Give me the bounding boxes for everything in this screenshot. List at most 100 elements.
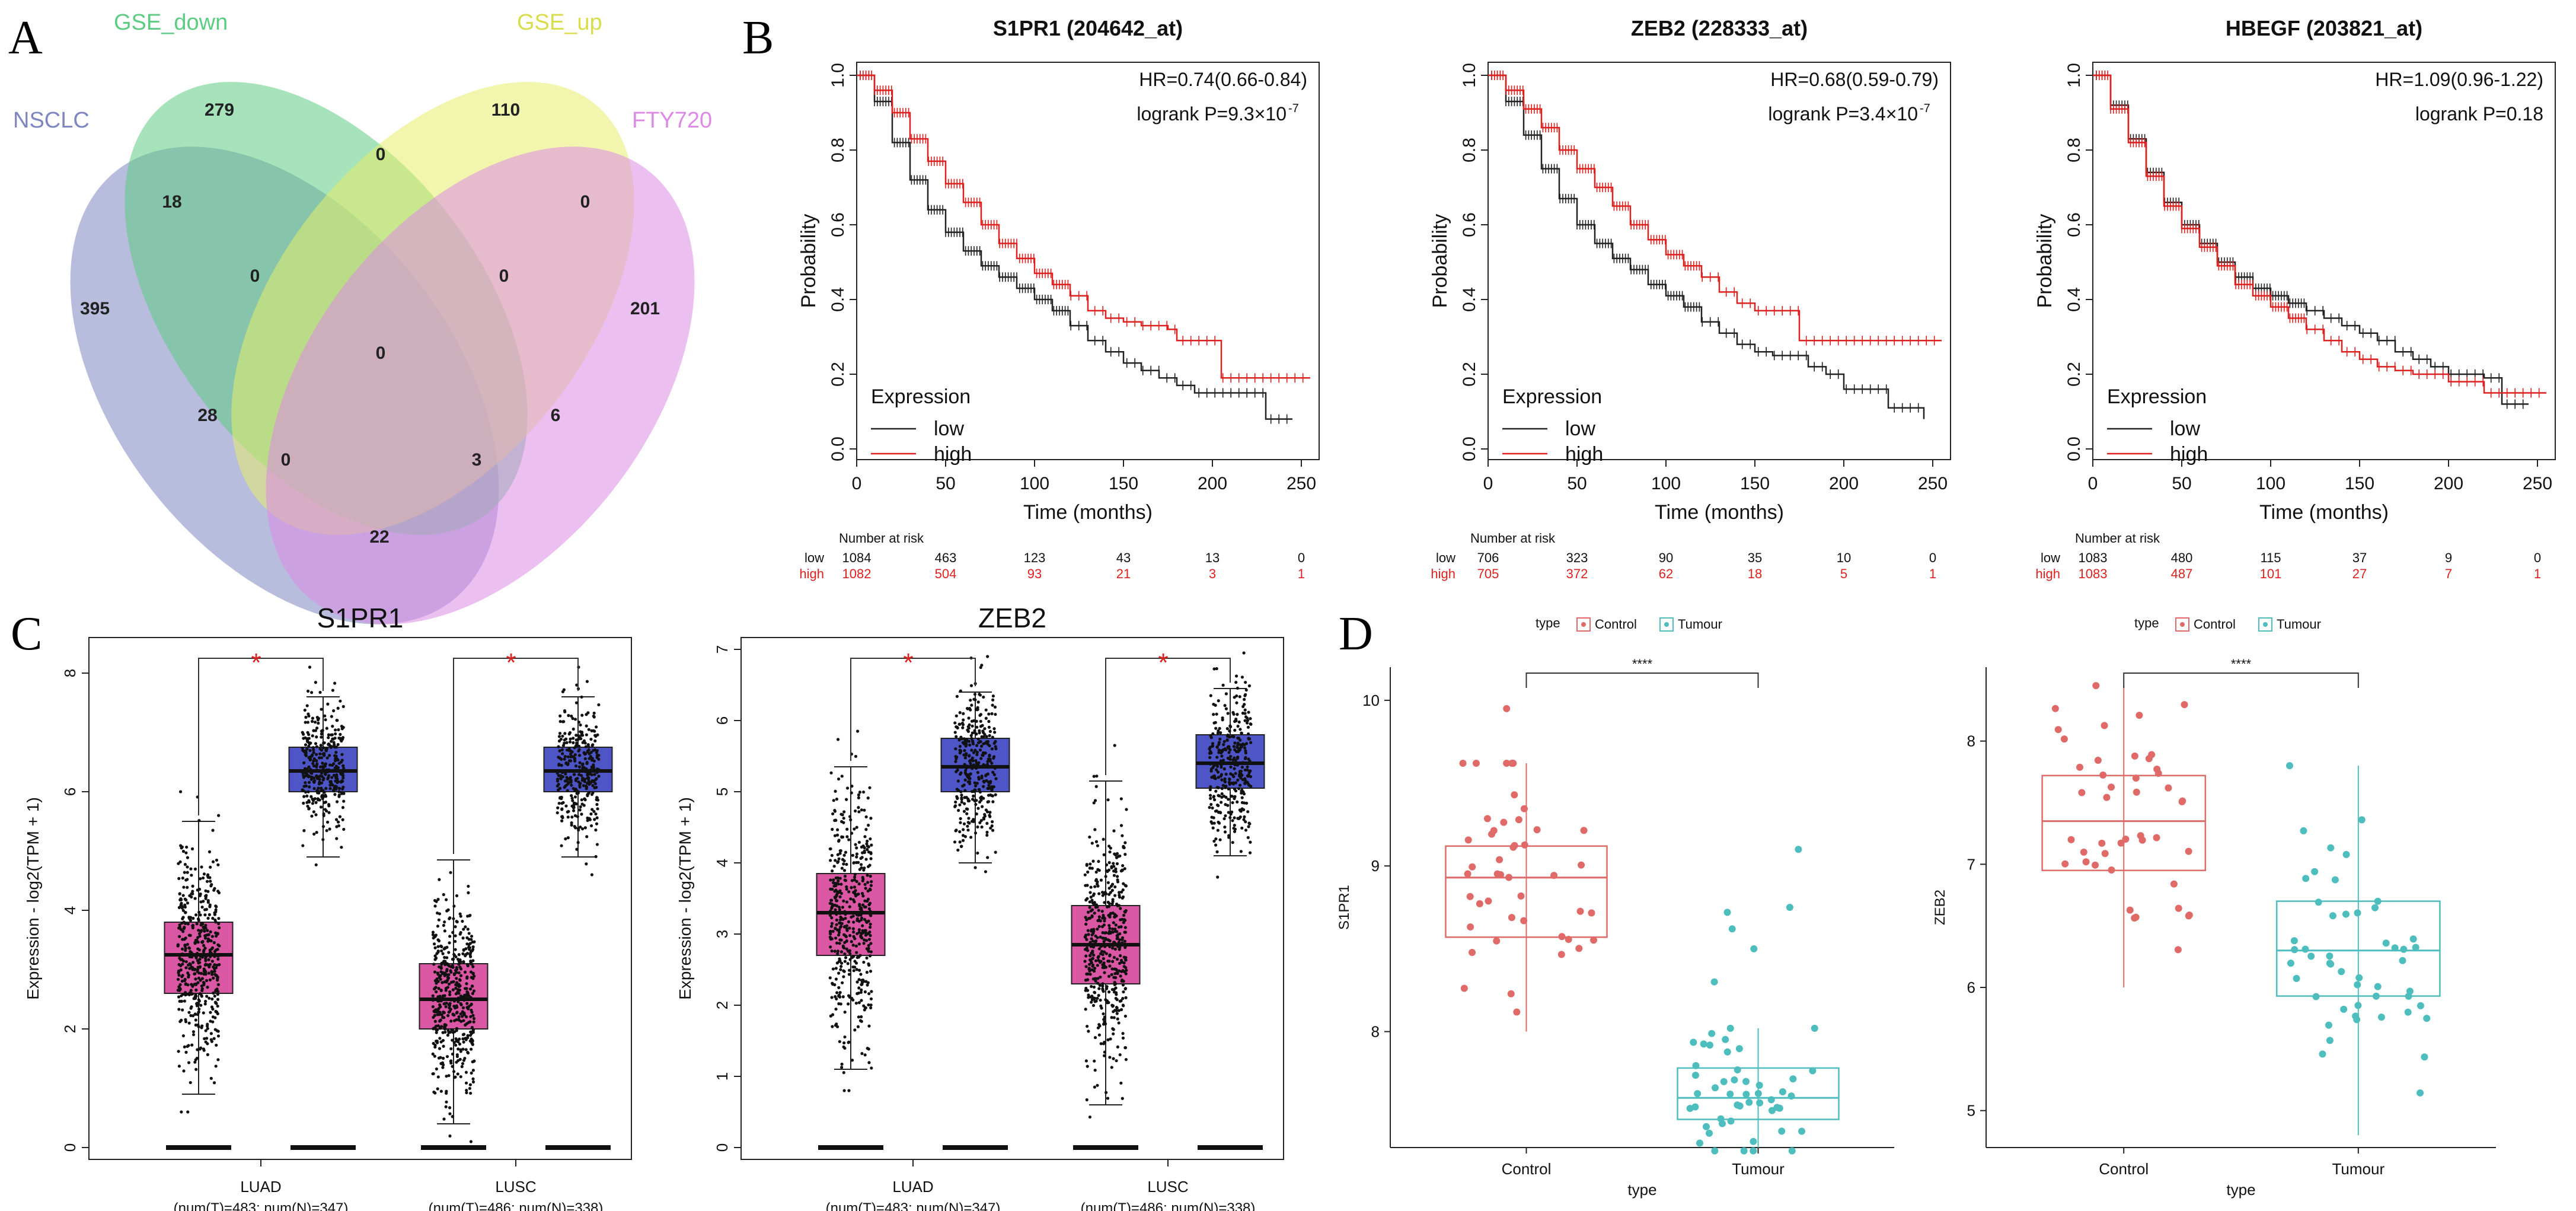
gepia-point [204, 897, 208, 900]
gepia-point [592, 714, 595, 718]
gepia-point [580, 695, 583, 699]
panel-label-a: A [8, 12, 43, 64]
gg-ylabel: S1PR1 [1336, 885, 1352, 930]
gepia-point [198, 992, 202, 996]
gg-point [1700, 1040, 1707, 1048]
gepia-point [441, 1066, 445, 1069]
gepia-point [1209, 751, 1213, 755]
gepia-point [845, 862, 848, 866]
km-plot-frame [1487, 62, 1951, 460]
gepia-point [453, 1019, 457, 1022]
gepia-point [976, 771, 979, 775]
gepia-point [1092, 775, 1096, 778]
km-censor-marks-low [2096, 71, 2524, 409]
km-ytick-label: 0.6 [1460, 212, 1479, 237]
gepia-point [1228, 748, 1232, 751]
gepia-point [1243, 781, 1247, 785]
gepia-point [471, 959, 475, 963]
gepia-point [1102, 913, 1105, 917]
gepia-point [987, 800, 991, 804]
gepia-point [466, 992, 470, 996]
gepia-point [189, 933, 192, 937]
gepia-point [217, 922, 221, 926]
gepia-point [837, 906, 841, 909]
gepia-point [461, 919, 464, 923]
gepia-point [1233, 830, 1237, 833]
gg-point [1459, 760, 1467, 767]
gepia-point [963, 789, 967, 792]
gepia-point [1115, 902, 1119, 906]
gepia-point [202, 950, 206, 954]
gepia-point [967, 716, 971, 720]
km-legend-title: Expression [871, 385, 971, 408]
gepia-point [1093, 903, 1096, 907]
gepia-point [842, 869, 847, 872]
gepia-point [570, 821, 573, 825]
gg-point [1742, 1091, 1750, 1098]
gepia-point [191, 884, 194, 888]
gepia-point [304, 715, 308, 719]
gepia-point [213, 970, 216, 973]
gepia-point [842, 862, 845, 866]
gepia-point [208, 913, 211, 916]
gepia-point [184, 936, 187, 940]
gepia-point [441, 952, 445, 955]
gepia-point [848, 958, 852, 961]
gepia-point [455, 977, 458, 980]
gepia-point [325, 747, 329, 750]
gepia-point [966, 821, 970, 824]
gepia-point [988, 754, 991, 758]
gepia-points [176, 790, 221, 1114]
gepia-point [210, 882, 213, 887]
gepia-point [580, 731, 583, 735]
km-xtick-label: 50 [2172, 474, 2191, 493]
gepia-point [1235, 701, 1238, 705]
gepia-xcat-n: (num(T)=486; num(N)=338) [429, 1200, 604, 1211]
gepia-point [851, 853, 854, 857]
gepia-point [845, 835, 849, 839]
gepia-point [456, 957, 460, 961]
gg-point [2082, 858, 2090, 866]
gepia-point [318, 752, 322, 756]
gepia-point [205, 1037, 209, 1040]
gepia-point [1094, 785, 1098, 788]
gepia-point [1096, 977, 1100, 980]
gepia-point [955, 725, 959, 729]
gepia-point [831, 967, 835, 971]
gepia-point [321, 761, 324, 765]
gg-point [1779, 1088, 1786, 1096]
gepia-point [193, 972, 196, 976]
gepia-point [835, 1022, 838, 1026]
gepia-point [587, 728, 590, 731]
gepia-point [1221, 716, 1224, 720]
gepia-point [309, 775, 313, 779]
gepia-point [1209, 796, 1212, 800]
gg-point [2331, 876, 2339, 884]
gepia-point [200, 865, 203, 869]
gepia-point [973, 729, 976, 732]
gepia-point [457, 1047, 460, 1051]
gg-box [2275, 900, 2441, 997]
gepia-point [958, 748, 962, 752]
km-xtick-label: 100 [1651, 474, 1681, 493]
gepia-point [323, 714, 327, 718]
gepia-point [964, 769, 968, 772]
gepia-point [1241, 711, 1245, 715]
gepia-point [313, 721, 317, 724]
gepia-point [452, 1013, 456, 1017]
gepia-point [855, 968, 858, 971]
gepia-point [583, 780, 586, 783]
gepia-point [1224, 692, 1228, 696]
gg-point [2374, 983, 2382, 990]
gepia-point [461, 936, 465, 940]
gepia-point [318, 756, 321, 760]
gepia-point [991, 828, 995, 832]
gepia-point [206, 986, 209, 989]
gepia-point [854, 889, 857, 893]
gepia-point [305, 794, 309, 798]
venn-count-all: 0 [376, 343, 386, 363]
gepia-point [1108, 913, 1112, 916]
gepia-point [337, 786, 341, 791]
gepia-point [464, 954, 467, 958]
gepia-point [1092, 801, 1096, 805]
